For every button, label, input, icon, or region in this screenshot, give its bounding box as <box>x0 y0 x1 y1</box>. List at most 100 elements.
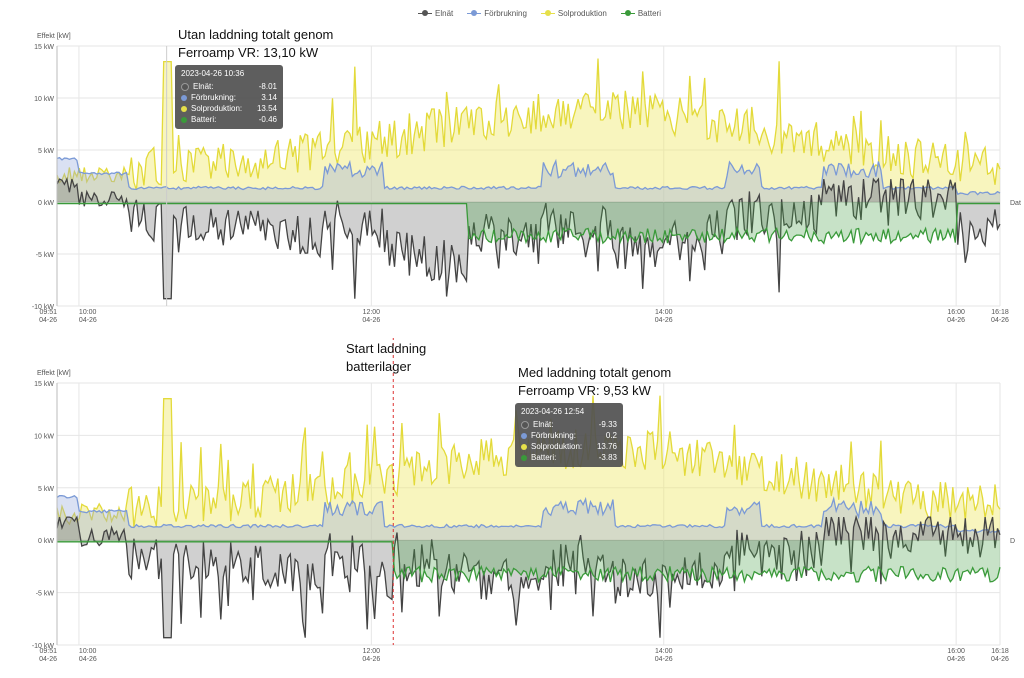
x-tick-label: 09:51 <box>39 309 57 316</box>
legend-label: Batteri <box>637 9 661 18</box>
batteri-dot-icon <box>521 454 527 461</box>
x-tick-label: 14:00 <box>655 648 673 655</box>
y-tick-label: 5 kW <box>38 486 54 493</box>
tooltip-label: Solproduktion: <box>191 104 243 113</box>
x-tick-date: 04-26 <box>947 656 965 663</box>
x-tick-date: 04-26 <box>991 656 1009 663</box>
tooltip-label: Batteri: <box>531 453 557 462</box>
x-tick-date: 04-26 <box>362 656 380 663</box>
x-tick-label: 10:00 <box>79 309 97 316</box>
bottom-annotation-line2: Ferroamp VR: 9,53 kW <box>518 383 651 398</box>
x-tick-date: 04-26 <box>655 317 673 324</box>
y-tick-label: 10 kW <box>34 96 54 103</box>
start-annotation-line2: batterilager <box>346 359 412 374</box>
tooltip-label: Förbrukning: <box>191 93 236 102</box>
series-elnat-line <box>56 514 1001 639</box>
y-tick-label: 15 kW <box>34 44 54 51</box>
series-batteri-line <box>57 541 1001 585</box>
y-tick-label: 15 kW <box>34 381 54 388</box>
x-tick-label: 10:00 <box>79 648 97 655</box>
tooltip-title: 2023-04-26 12:54 <box>521 407 585 416</box>
tooltip-row-solproduktion: Solproduktion: 13.76 <box>521 441 617 452</box>
x-axis-end-label: D <box>1010 538 1015 545</box>
legend-item-3[interactable]: Batteri <box>620 9 661 18</box>
series-solproduktion-line <box>56 58 1001 191</box>
x-tick-date: 04-26 <box>947 317 965 324</box>
top-annotation-line1: Utan laddning totalt genom <box>178 27 334 42</box>
legend-marker-icon <box>467 10 482 16</box>
bottom-annotation-line1: Med laddning totalt genom <box>518 365 672 380</box>
legend-marker-icon <box>540 10 555 16</box>
top-annotation: Utan laddning totalt genom Ferroamp VR: … <box>178 26 333 62</box>
batteri-dot-icon <box>181 116 187 123</box>
tooltip-top: 2023-04-26 10:36 Elnät: -8.01 Förbrukning… <box>175 65 283 129</box>
x-tick-date: 04-26 <box>362 317 380 324</box>
elnat-dot-icon <box>181 82 189 91</box>
series-forbrukning-line <box>56 495 1001 534</box>
x-tick-date: 04-26 <box>39 656 57 663</box>
series-batteri-area <box>57 202 1000 244</box>
start-annotation: Start laddning batterilager <box>346 340 426 376</box>
tooltip-label: Förbrukning: <box>531 431 576 440</box>
y-tick-label: 0 kW <box>38 538 54 545</box>
tooltip-row-batteri: Batteri: -0.46 <box>181 114 277 125</box>
series-forbrukning-area <box>57 157 1000 202</box>
forbrukning-dot-icon <box>521 432 527 439</box>
tooltip-row-forbrukning: Förbrukning: 3.14 <box>181 92 277 103</box>
x-tick-label: 14:00 <box>655 309 673 316</box>
x-axis-end-label: Dat <box>1010 200 1021 207</box>
tooltip-value: -8.01 <box>258 82 277 91</box>
tooltip-bottom: 2023-04-26 12:54 Elnät: -9.33 Förbrukning… <box>515 403 623 467</box>
tooltip-row-batteri: Batteri: -3.83 <box>521 452 617 463</box>
legend-marker-icon <box>418 10 432 16</box>
y-tick-label: -5 kW <box>36 252 55 259</box>
start-annotation-line1: Start laddning <box>346 341 427 356</box>
solproduktion-dot-icon <box>521 443 527 450</box>
series-batteri-area <box>57 540 1000 583</box>
tooltip-value: -0.46 <box>258 115 277 124</box>
series-solproduktion-area <box>57 58 1000 202</box>
top-annotation-line2: Ferroamp VR: 13,10 kW <box>178 45 319 60</box>
tooltip-row-elnat: Elnät: -8.01 <box>181 81 277 92</box>
legend-item-1[interactable]: Förbrukning <box>467 9 527 18</box>
tooltip-value: 13.76 <box>596 442 617 451</box>
tooltip-value: -9.33 <box>598 420 617 429</box>
solproduktion-dot-icon <box>181 105 187 112</box>
x-tick-label: 09:51 <box>39 648 57 655</box>
tooltip-label: Elnät: <box>533 420 554 429</box>
y-tick-label: -10 kW <box>32 643 55 650</box>
forbrukning-dot-icon <box>181 94 187 101</box>
series-forbrukning-area <box>57 495 1000 541</box>
tooltip-label: Solproduktion: <box>531 442 583 451</box>
legend-item-2[interactable]: Solproduktion <box>540 9 607 18</box>
legend-marker-icon <box>620 10 635 16</box>
x-tick-date: 04-26 <box>39 317 57 324</box>
legend-label: Elnät <box>435 9 454 18</box>
y-tick-label: -5 kW <box>36 591 55 598</box>
x-tick-label: 16:00 <box>947 309 965 316</box>
tooltip-label: Elnät: <box>193 82 214 91</box>
tooltip-value: 3.14 <box>261 93 277 102</box>
x-tick-date: 04-26 <box>991 317 1009 324</box>
x-tick-date: 04-26 <box>79 317 97 324</box>
tooltip-value: 0.2 <box>605 431 617 440</box>
x-tick-label: 12:00 <box>363 309 381 316</box>
tooltip-value: -3.83 <box>598 453 617 462</box>
legend-item-0[interactable]: Elnät <box>418 9 453 18</box>
legend-label: Solproduktion <box>557 9 607 18</box>
series-elnat-line <box>56 177 1001 300</box>
y-tick-label: -10 kW <box>32 304 55 311</box>
tooltip-title: 2023-04-26 10:36 <box>181 69 245 78</box>
bottom-annotation: Med laddning totalt genom Ferroamp VR: 9… <box>518 364 671 400</box>
series-forbrukning-line <box>56 156 1001 196</box>
top-chart: Effekt [kW] 15 kW 10 kW 5 kW 0 kW -5 kW -10 kW… <box>32 33 1021 324</box>
tooltip-row-elnat: Elnät: -9.33 <box>521 419 617 430</box>
y-tick-label: 10 kW <box>34 433 54 440</box>
y-tick-label: 0 kW <box>38 200 54 207</box>
tooltip-row-solproduktion: Solproduktion: 13.54 <box>181 103 277 114</box>
x-tick-date: 04-26 <box>655 656 673 663</box>
series-batteri-line <box>57 202 1000 246</box>
series-elnat-area <box>57 179 1000 299</box>
legend-label: Förbrukning <box>484 9 527 18</box>
elnat-dot-icon <box>521 420 529 429</box>
